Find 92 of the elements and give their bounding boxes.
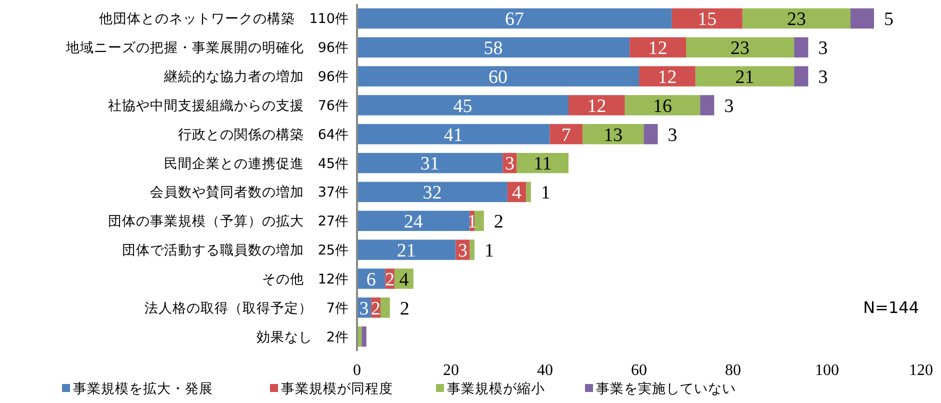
data-label: 5 [884, 9, 894, 30]
data-label: 6 [366, 269, 376, 290]
bar [686, 37, 794, 58]
bar [516, 152, 568, 174]
bar [357, 8, 672, 29]
data-label: 3 [359, 298, 369, 320]
bar [624, 95, 700, 116]
x-tick-label: 100 [815, 362, 839, 379]
data-label: 45 [453, 96, 472, 117]
bar [742, 8, 850, 29]
y-tick-label: 民間企業との連携促進 45件 [164, 156, 349, 172]
bar [695, 66, 794, 86]
bar [357, 210, 470, 231]
y-tick-label: 他団体とのネットワークの構築 110件 [99, 11, 349, 28]
data-label: 1 [540, 182, 550, 204]
bar [672, 8, 742, 29]
bar [568, 95, 625, 116]
data-label: 3 [505, 154, 514, 175]
data-label: 3 [458, 240, 468, 262]
legend-label: 事業規模が縮小 [447, 381, 545, 397]
bar [700, 95, 714, 116]
bar [357, 124, 550, 144]
bar [357, 37, 630, 58]
x-tick-label: 20 [443, 362, 459, 379]
data-label: 12 [587, 96, 606, 117]
data-label: 1 [484, 240, 494, 262]
data-label: 4 [399, 269, 410, 290]
bar [639, 66, 696, 86]
bar [850, 8, 874, 29]
bar [550, 124, 583, 144]
y-tick-label: 地域ニーズの把握・事業展開の明確化 96件 [64, 40, 349, 56]
bar [357, 182, 508, 202]
bar [644, 124, 658, 144]
annotation: N=144 [863, 298, 919, 317]
data-label: 3 [818, 66, 828, 88]
y-tick-label: 社協や中間支援組織からの支援 76件 [108, 98, 349, 114]
data-label: 23 [730, 38, 750, 60]
y-tick-label: 継続的な協力者の増加 96件 [162, 68, 349, 86]
data-label: 2 [400, 298, 410, 320]
bar [794, 66, 808, 86]
legend-label: 事業規模を拡大・発展 [73, 381, 213, 397]
bar [794, 37, 808, 58]
data-label: 41 [444, 124, 463, 146]
data-label: 7 [561, 124, 571, 146]
data-label: 58 [484, 38, 503, 60]
data-label: 13 [604, 124, 623, 146]
data-label: 4 [512, 182, 522, 204]
bar [362, 326, 366, 347]
bar [526, 182, 531, 202]
y-tick-label: 会員数や賛同者数の増加 37件 [150, 184, 349, 201]
x-tick-label: 60 [631, 362, 647, 379]
data-label: 3 [818, 38, 828, 60]
x-tick-label: 40 [537, 362, 553, 379]
data-label: 32 [422, 182, 442, 204]
data-label: 21 [396, 240, 416, 262]
x-tick-label: 120 [909, 362, 933, 379]
data-label: 2 [385, 269, 395, 290]
y-tick-label: その他 12件 [262, 271, 349, 288]
bar [357, 95, 568, 116]
y-tick-label: 団体で活動する職員数の増加 25件 [122, 242, 349, 259]
data-label: 60 [488, 66, 508, 88]
data-label: 21 [735, 66, 754, 88]
bar [470, 240, 474, 260]
data-label: 11 [534, 154, 552, 175]
data-label: 12 [658, 66, 677, 88]
legend-label: 事業規模が同程度 [281, 381, 393, 397]
y-tick-label: 効果なし 2件 [256, 329, 349, 346]
bar [630, 37, 686, 58]
data-label: 67 [504, 9, 524, 30]
data-label: 23 [786, 9, 806, 30]
bar [380, 298, 390, 318]
y-tick-label: 行政との関係の構築 64件 [178, 126, 349, 143]
data-label: 15 [698, 9, 717, 30]
data-label: 2 [371, 298, 381, 320]
data-label: 31 [420, 154, 440, 175]
legend-label: 事業を実施していない [596, 381, 736, 397]
bar [357, 152, 503, 174]
data-label: 3 [668, 124, 678, 146]
bar [357, 66, 639, 86]
y-tick-label: 団体の事業規模（予算）の拡大 27件 [108, 214, 349, 230]
bar [582, 124, 644, 144]
y-tick-label: 法人格の取得（取得予定） 7件 [144, 300, 349, 316]
data-label: 24 [404, 212, 424, 233]
bar [474, 210, 484, 231]
bar [357, 240, 456, 260]
x-tick-label: 80 [725, 362, 741, 379]
data-label: 3 [724, 96, 734, 117]
data-label: 12 [648, 38, 668, 60]
bar [394, 268, 414, 289]
x-tick-label: 0 [353, 362, 361, 379]
data-label: 2 [494, 212, 504, 233]
data-label: 16 [653, 96, 672, 117]
